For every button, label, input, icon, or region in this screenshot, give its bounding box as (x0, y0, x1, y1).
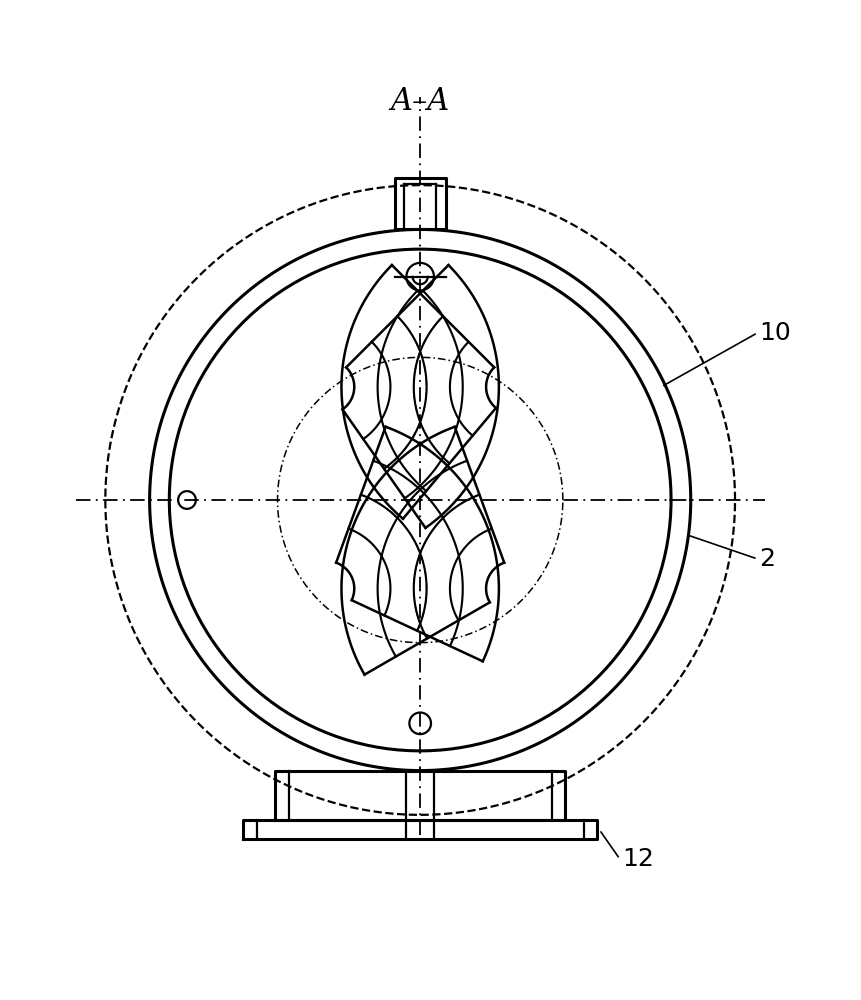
Text: A–A: A–A (390, 86, 449, 117)
Text: 10: 10 (759, 321, 790, 345)
Text: 12: 12 (621, 847, 653, 871)
Text: 2: 2 (759, 547, 775, 571)
